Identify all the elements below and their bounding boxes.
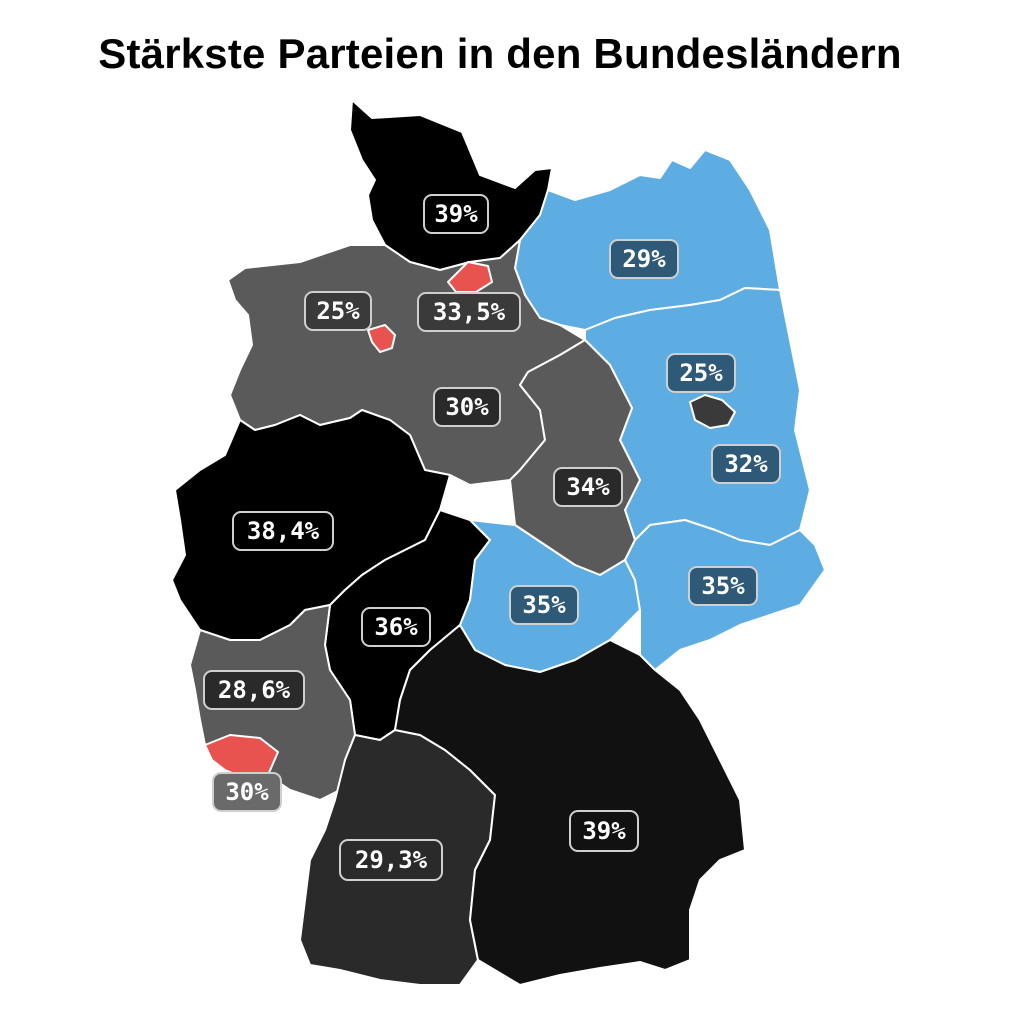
- label-bremen-text: 25%: [316, 297, 360, 325]
- label-brandenburg-text: 32%: [724, 450, 768, 478]
- label-nordrhein-westfalen-text: 38,4%: [247, 517, 320, 545]
- label-nordrhein-westfalen: 38,4%: [232, 511, 334, 551]
- label-sachsen-anhalt: 34%: [553, 467, 623, 507]
- label-bayern: 39%: [569, 810, 639, 852]
- label-saarland: 30%: [212, 772, 282, 812]
- label-bayern-text: 39%: [582, 817, 626, 845]
- label-thueringen-text: 35%: [522, 591, 566, 619]
- label-mecklenburg-vorpommern: 29%: [609, 239, 679, 279]
- label-thueringen: 35%: [509, 585, 579, 625]
- label-berlin: 25%: [666, 353, 736, 393]
- state-bremen[interactable]: [367, 324, 396, 353]
- map-title: Stärkste Parteien in den Bundesländern: [98, 30, 902, 77]
- label-hamburg-text: 33,5%: [433, 298, 506, 326]
- state-berlin[interactable]: [689, 394, 736, 429]
- label-schleswig-holstein: 39%: [423, 194, 489, 234]
- label-bremen: 25%: [304, 291, 372, 331]
- label-sachsen-anhalt-text: 34%: [566, 473, 610, 501]
- label-rheinland-pfalz: 28,6%: [203, 670, 305, 710]
- label-rheinland-pfalz-text: 28,6%: [218, 676, 291, 704]
- label-berlin-text: 25%: [679, 359, 723, 387]
- label-saarland-text: 30%: [225, 778, 269, 806]
- label-mecklenburg-vorpommern-text: 29%: [622, 245, 666, 273]
- label-baden-wuerttemberg-text: 29,3%: [355, 846, 428, 874]
- label-schleswig-holstein-text: 39%: [434, 200, 478, 228]
- label-niedersachsen: 30%: [433, 387, 501, 427]
- state-bayern[interactable]: [394, 624, 746, 986]
- label-hessen: 36%: [361, 607, 431, 647]
- label-brandenburg: 32%: [711, 444, 781, 484]
- label-sachsen-text: 35%: [701, 572, 745, 600]
- label-baden-wuerttemberg: 29,3%: [339, 839, 443, 881]
- label-hessen-text: 36%: [374, 613, 418, 641]
- label-niedersachsen-text: 30%: [445, 393, 489, 421]
- label-sachsen: 35%: [688, 566, 758, 606]
- label-hamburg: 33,5%: [417, 292, 521, 332]
